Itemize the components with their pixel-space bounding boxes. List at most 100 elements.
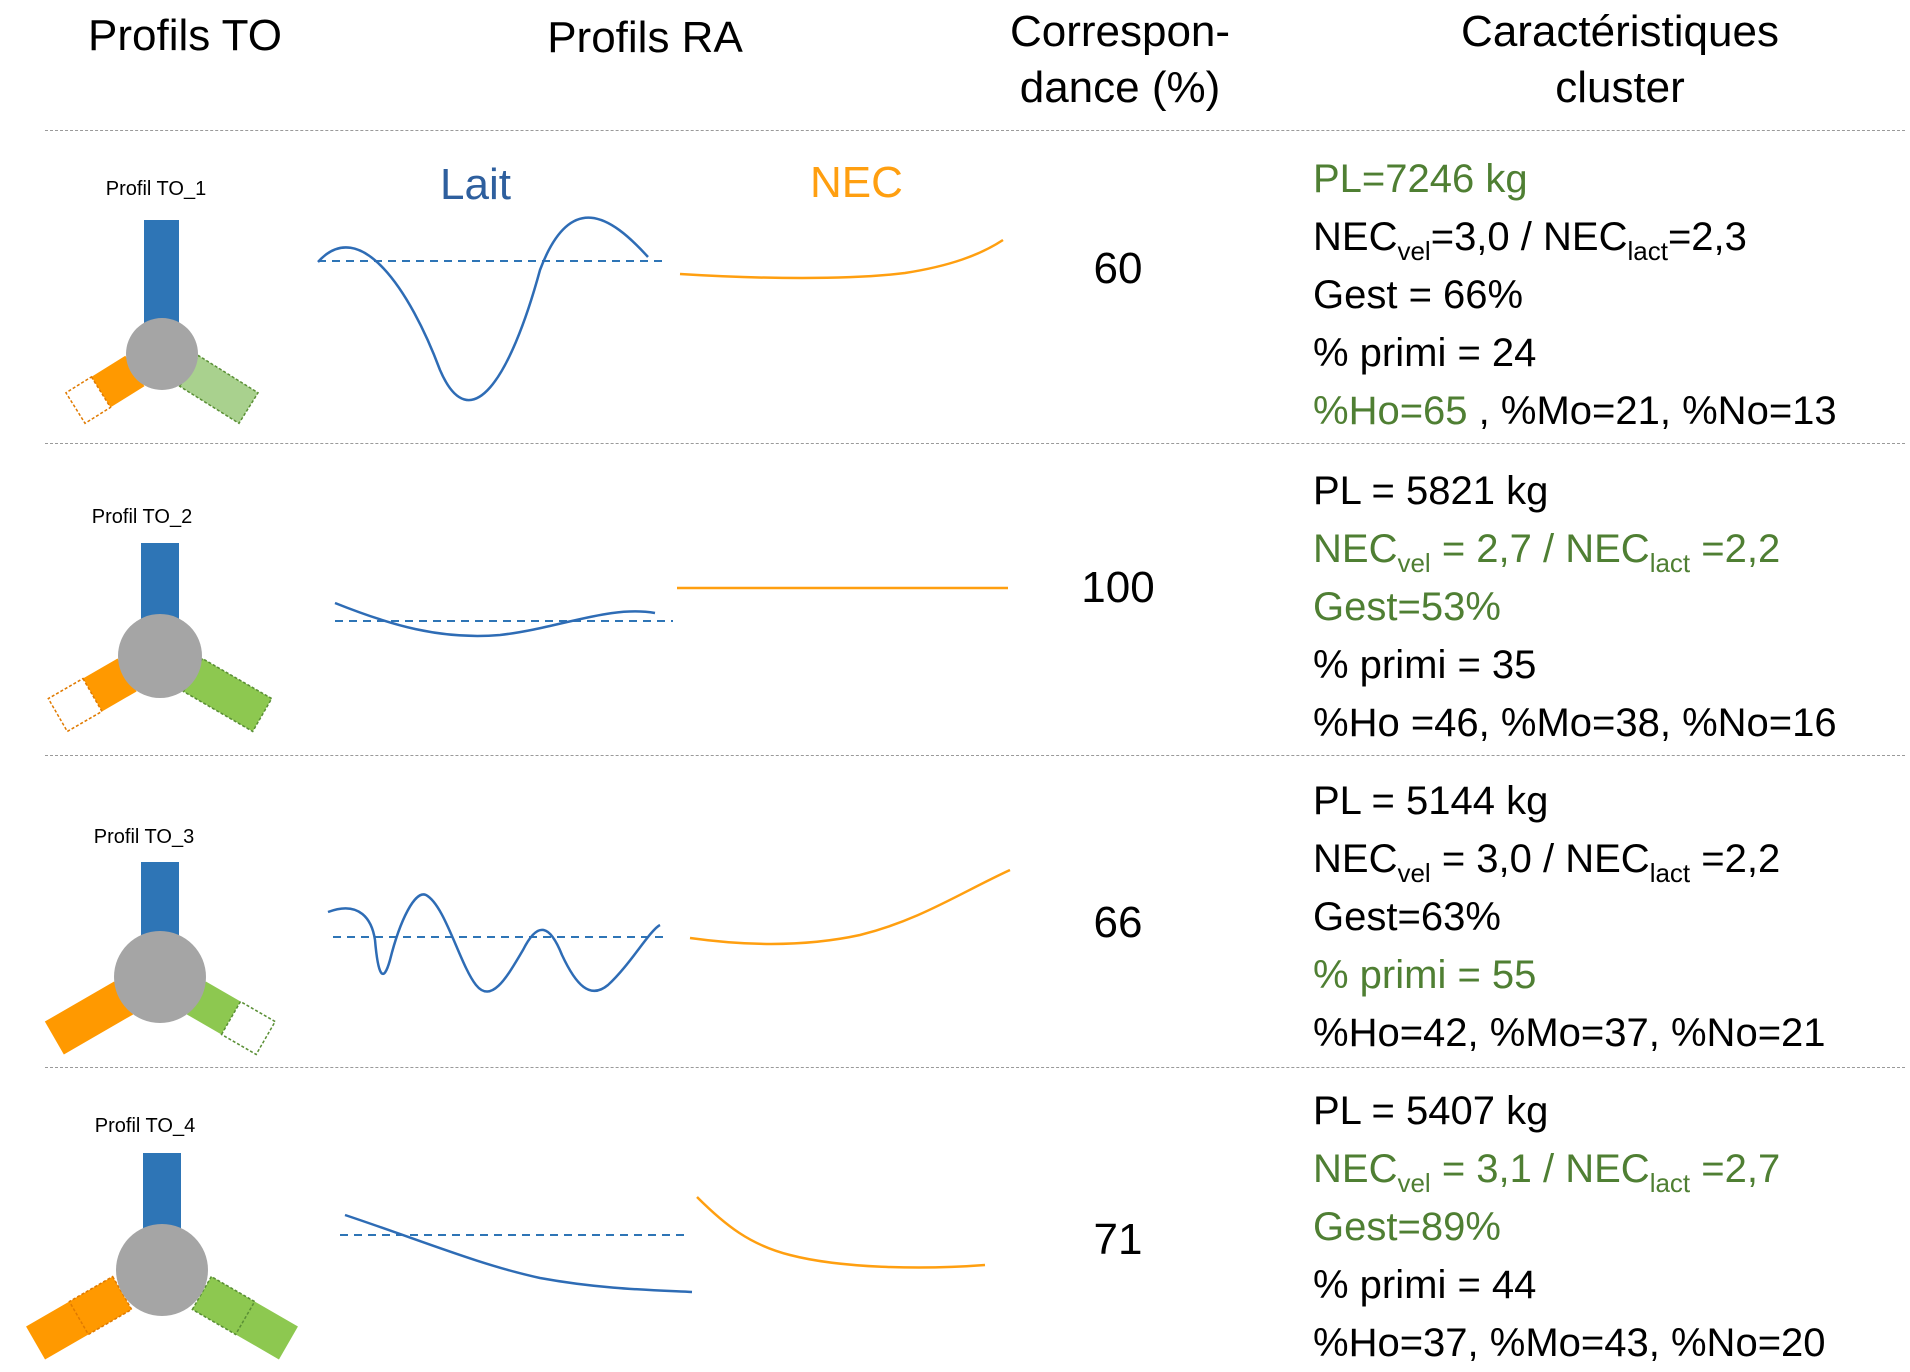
cluster-1-line-1: PL=7246 kg bbox=[1313, 150, 1837, 208]
profile-icon-3 bbox=[44, 862, 277, 1056]
profile-3-hub bbox=[114, 931, 206, 1023]
text-segment: = 3,0 / NEC bbox=[1430, 837, 1650, 881]
text-segment: NEC bbox=[1313, 215, 1398, 259]
subscript: lact bbox=[1649, 548, 1691, 578]
profile-icon-2 bbox=[47, 543, 273, 733]
profile-2-hub bbox=[118, 614, 202, 698]
subscript: vel bbox=[1397, 236, 1431, 266]
cluster-3-line-4: % primi = 55 bbox=[1313, 946, 1826, 1004]
text-segment: NEC bbox=[1313, 1147, 1398, 1191]
cluster-4-line-5: %Ho=37, %Mo=43, %No=20 bbox=[1313, 1314, 1826, 1372]
cluster-2-line-5: %Ho =46, %Mo=38, %No=16 bbox=[1313, 694, 1837, 752]
header-correspondance-line1: Correspon- bbox=[1009, 7, 1231, 56]
profile-2-orange-empty bbox=[47, 677, 103, 733]
cluster-4-line-1: PL = 5407 kg bbox=[1313, 1082, 1826, 1140]
header-correspondance-line2: dance (%) bbox=[1019, 63, 1221, 113]
profile-1-orange-empty bbox=[64, 375, 112, 425]
cluster-4-line-4: % primi = 44 bbox=[1313, 1256, 1826, 1314]
profile-4-hub bbox=[116, 1224, 208, 1316]
text-segment: %Ho=37, %Mo=43, %No=20 bbox=[1313, 1321, 1826, 1365]
header-caracteristiques-line2: cluster bbox=[1555, 63, 1685, 113]
separator-header bbox=[45, 130, 1905, 131]
text-segment: %Ho=42, %Mo=37, %No=21 bbox=[1313, 1011, 1826, 1055]
text-segment: % primi = 24 bbox=[1313, 331, 1537, 375]
header-caracteristiques-line1: Caractéristiques bbox=[1461, 7, 1779, 56]
subscript: lact bbox=[1649, 858, 1691, 888]
text-segment: %Ho=65 bbox=[1313, 389, 1468, 433]
subscript: lact bbox=[1627, 236, 1668, 266]
cluster-3-line-3: Gest=63% bbox=[1313, 888, 1826, 946]
text-segment: = 3,1 / NEC bbox=[1430, 1147, 1650, 1191]
separator-row-1 bbox=[45, 443, 1905, 444]
cluster-3-line-2: NECvel = 3,0 / NEClact =2,2 bbox=[1313, 830, 1826, 888]
text-segment: Gest=53% bbox=[1313, 585, 1501, 629]
cluster-4-line-3: Gest=89% bbox=[1313, 1198, 1826, 1256]
profile-icon-1 bbox=[64, 220, 260, 425]
text-segment: PL = 5144 kg bbox=[1313, 779, 1549, 823]
profile-3-orange-bar bbox=[44, 981, 134, 1055]
profile-1-blue-bar bbox=[144, 220, 179, 325]
cluster-characteristics-2: PL = 5821 kg NECvel = 2,7 / NEClact =2,2 G… bbox=[1313, 462, 1837, 752]
cluster-characteristics-1: PL=7246 kg NECvel=3,0 / NEClact=2,3 Gest =… bbox=[1313, 150, 1837, 440]
lait-curve-2 bbox=[334, 601, 656, 638]
profile-3-green-empty bbox=[220, 1000, 277, 1056]
text-segment: =3,0 / NEC bbox=[1430, 215, 1628, 259]
cluster-2-line-2: NECvel = 2,7 / NEClact =2,2 bbox=[1313, 520, 1837, 578]
text-segment: =2,2 bbox=[1690, 837, 1781, 881]
text-segment: PL = 5407 kg bbox=[1313, 1089, 1549, 1133]
correspondance-value-2: 100 bbox=[1081, 563, 1155, 612]
text-segment: Gest=89% bbox=[1313, 1205, 1501, 1249]
correspondance-value-3: 66 bbox=[1093, 898, 1143, 947]
subscript: vel bbox=[1397, 1168, 1431, 1198]
text-segment: NEC bbox=[1313, 837, 1398, 881]
header-profils-ra: Profils RA bbox=[547, 13, 743, 62]
cluster-4-line-2: NECvel = 3,1 / NEClact =2,7 bbox=[1313, 1140, 1826, 1198]
text-segment: % primi = 44 bbox=[1313, 1263, 1537, 1307]
profile-label-1: Profil TO_1 bbox=[105, 178, 207, 200]
cluster-1-line-5: %Ho=65 , %Mo=21, %No=13 bbox=[1313, 382, 1837, 440]
text-segment: NEC bbox=[1313, 527, 1398, 571]
lait-curve-3 bbox=[327, 893, 661, 993]
separator-row-3 bbox=[45, 1067, 1905, 1068]
cluster-2-line-4: % primi = 35 bbox=[1313, 636, 1837, 694]
subscript: vel bbox=[1397, 548, 1431, 578]
profile-icon-4 bbox=[26, 1153, 298, 1360]
text-segment: =2,7 bbox=[1690, 1147, 1781, 1191]
text-segment: % primi = 35 bbox=[1313, 643, 1537, 687]
subscript: vel bbox=[1397, 858, 1431, 888]
nec-curve-1 bbox=[679, 238, 1004, 280]
text-segment: PL = 5821 kg bbox=[1313, 469, 1549, 513]
header-correspondance: Correspon- dance (%) bbox=[975, 4, 1265, 117]
correspondance-value-1: 60 bbox=[1093, 244, 1143, 293]
profile-4-orange-outline bbox=[68, 1275, 133, 1336]
text-segment: Gest = 66% bbox=[1313, 273, 1524, 317]
series-title-nec: NEC bbox=[810, 158, 903, 207]
text-segment: =2,3 bbox=[1667, 215, 1747, 259]
cluster-characteristics-3: PL = 5144 kg NECvel = 3,0 / NEClact =2,2 G… bbox=[1313, 772, 1826, 1062]
profile-1-hub bbox=[126, 318, 198, 390]
nec-curve-4 bbox=[696, 1196, 986, 1269]
lait-curve-1 bbox=[317, 216, 649, 402]
cluster-1-line-2: NECvel=3,0 / NEClact=2,3 bbox=[1313, 208, 1837, 266]
text-segment: = 2,7 / NEC bbox=[1430, 527, 1650, 571]
header-caracteristiques: Caractéristiques cluster bbox=[1420, 4, 1820, 117]
series-title-lait: Lait bbox=[440, 160, 511, 209]
profile-label-3: Profil TO_3 bbox=[93, 826, 195, 848]
cluster-2-line-1: PL = 5821 kg bbox=[1313, 462, 1837, 520]
text-segment: , %Mo=21, %No=13 bbox=[1467, 389, 1837, 433]
cluster-characteristics-4: PL = 5407 kg NECvel = 3,1 / NEClact =2,7 G… bbox=[1313, 1082, 1826, 1372]
separator-row-2 bbox=[45, 755, 1905, 756]
profile-label-2: Profil TO_2 bbox=[91, 506, 193, 528]
text-segment: % primi = 55 bbox=[1313, 953, 1537, 997]
text-segment: Gest=63% bbox=[1313, 895, 1501, 939]
cluster-2-line-3: Gest=53% bbox=[1313, 578, 1837, 636]
cluster-3-line-5: %Ho=42, %Mo=37, %No=21 bbox=[1313, 1004, 1826, 1062]
correspondance-value-4: 71 bbox=[1093, 1215, 1143, 1264]
profile-label-4: Profil TO_4 bbox=[94, 1115, 196, 1137]
cluster-3-line-1: PL = 5144 kg bbox=[1313, 772, 1826, 830]
text-segment: =2,2 bbox=[1690, 527, 1781, 571]
header-profils-to: Profils TO bbox=[88, 11, 282, 60]
profile-2-green-bar bbox=[182, 657, 273, 733]
lait-curve-4 bbox=[344, 1213, 693, 1294]
